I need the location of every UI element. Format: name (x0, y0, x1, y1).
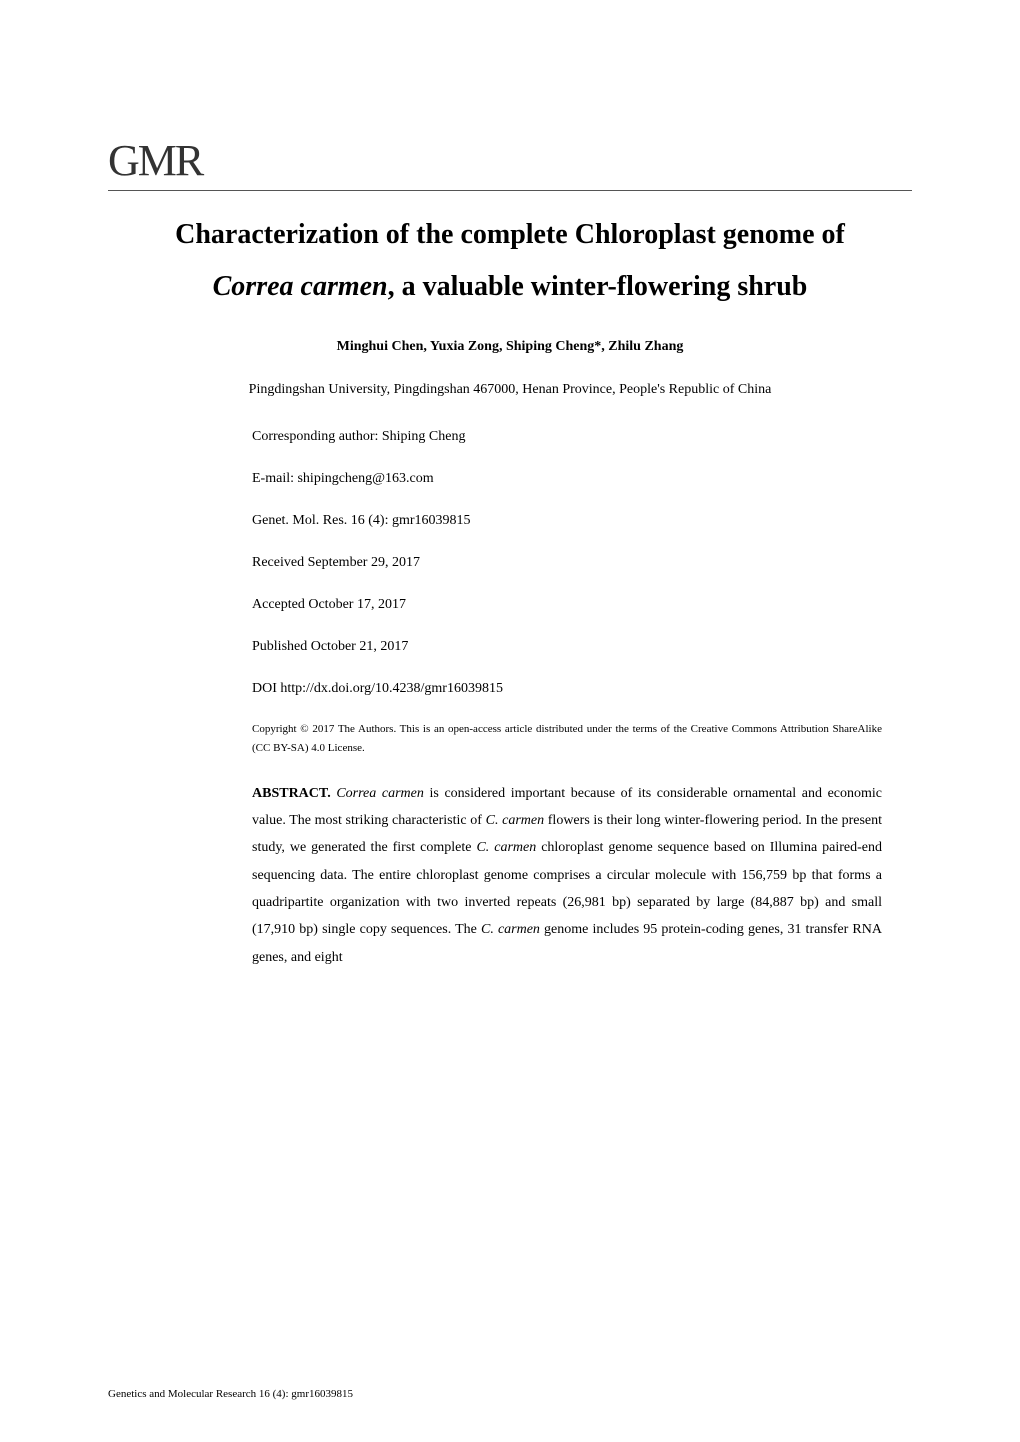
title-line2-rest: , a valuable winter-flowering shrub (388, 271, 808, 302)
abstract-species-2: C. carmen (486, 813, 545, 828)
metadata-block: Corresponding author: Shiping Cheng E-ma… (108, 426, 912, 970)
abstract: ABSTRACT. Correa carmen is considered im… (252, 780, 882, 971)
abstract-species-3: C. carmen (476, 840, 536, 855)
title-species: Correa carmen (213, 271, 388, 302)
logo-text: GMR (108, 136, 202, 185)
copyright-notice: Copyright © 2017 The Authors. This is an… (252, 720, 882, 757)
authors-list: Minghui Chen, Yuxia Zong, Shiping Cheng*… (108, 339, 912, 355)
article-title: Characterization of the complete Chlorop… (108, 209, 912, 313)
corresponding-author: Corresponding author: Shiping Cheng (252, 426, 882, 447)
abstract-species-4: C. carmen (481, 922, 540, 937)
journal-logo: GMR (108, 139, 202, 185)
email: E-mail: shipingcheng@163.com (252, 468, 882, 489)
logo-container: GMR (108, 135, 912, 191)
published-date: Published October 21, 2017 (252, 636, 882, 657)
received-date: Received September 29, 2017 (252, 552, 882, 573)
affiliation: Pingdingshan University, Pingdingshan 46… (108, 377, 912, 403)
abstract-species-1: Correa carmen (336, 786, 424, 801)
citation: Genet. Mol. Res. 16 (4): gmr16039815 (252, 510, 882, 531)
page-footer: Genetics and Molecular Research 16 (4): … (108, 1388, 353, 1400)
title-line1: Characterization of the complete Chlorop… (175, 219, 845, 250)
abstract-label: ABSTRACT. (252, 786, 331, 801)
doi: DOI http://dx.doi.org/10.4238/gmr1603981… (252, 678, 882, 699)
accepted-date: Accepted October 17, 2017 (252, 594, 882, 615)
